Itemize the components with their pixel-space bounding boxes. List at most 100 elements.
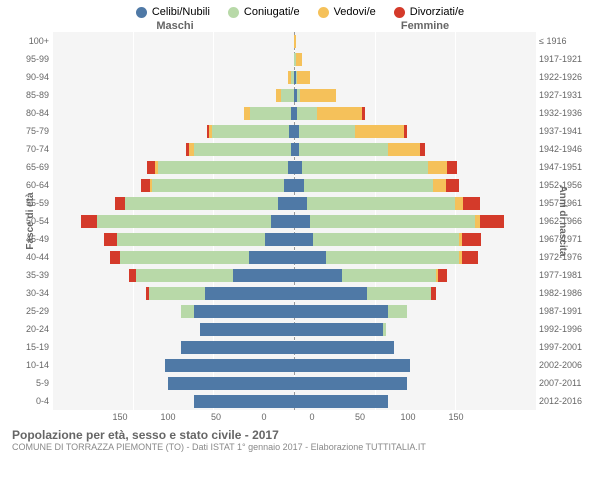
male-bar xyxy=(52,374,294,392)
bar-segment xyxy=(428,161,447,174)
legend-swatch xyxy=(136,7,147,18)
bar-segment xyxy=(302,161,428,174)
age-label: 60-64 xyxy=(8,176,52,194)
legend-item: Vedovi/e xyxy=(318,6,376,18)
birth-year-label: 1997-2001 xyxy=(536,338,592,356)
age-row xyxy=(52,338,536,356)
legend-item: Coniugati/e xyxy=(228,6,300,18)
age-label: 85-89 xyxy=(8,86,52,104)
age-row xyxy=(52,194,536,212)
bar-segment xyxy=(299,143,388,156)
x-tick: 0 xyxy=(240,412,288,422)
female-bar xyxy=(294,212,536,230)
birth-year-label: 2007-2011 xyxy=(536,374,592,392)
bar-segment xyxy=(304,179,433,192)
x-tick: 100 xyxy=(384,412,432,422)
bar-segment xyxy=(97,215,271,228)
bar-segment xyxy=(480,215,504,228)
bar-segment xyxy=(265,233,294,246)
bar-segment xyxy=(299,125,355,138)
age-label: 75-79 xyxy=(8,122,52,140)
age-row xyxy=(52,302,536,320)
birth-year-label: 2012-2016 xyxy=(536,392,592,410)
chart-title: Popolazione per età, sesso e stato civil… xyxy=(12,428,588,442)
male-label: Maschi xyxy=(0,20,300,32)
male-bar xyxy=(52,176,294,194)
bar-segment xyxy=(462,233,481,246)
chart-footer: Popolazione per età, sesso e stato civil… xyxy=(0,422,600,452)
bar-segment xyxy=(281,89,294,102)
age-row xyxy=(52,104,536,122)
male-bar xyxy=(52,266,294,284)
bar-segment xyxy=(326,251,458,264)
bar-segment xyxy=(278,197,294,210)
bar-segment xyxy=(455,197,463,210)
male-bar xyxy=(52,122,294,140)
age-row xyxy=(52,68,536,86)
bar-segment xyxy=(297,107,316,120)
female-bar xyxy=(294,356,536,374)
age-label: 55-59 xyxy=(8,194,52,212)
bars-area xyxy=(52,32,536,410)
female-bar xyxy=(294,104,536,122)
bar-segment xyxy=(120,251,249,264)
female-bar xyxy=(294,392,536,410)
bar-segment xyxy=(249,251,294,264)
legend-label: Celibi/Nubili xyxy=(152,6,210,18)
bar-segment xyxy=(181,305,194,318)
bar-segment xyxy=(420,143,425,156)
age-row xyxy=(52,284,536,302)
legend-swatch xyxy=(228,7,239,18)
male-bar xyxy=(52,50,294,68)
birth-year-label: 1987-1991 xyxy=(536,302,592,320)
legend-item: Divorziati/e xyxy=(394,6,464,18)
age-label: 15-19 xyxy=(8,338,52,356)
bar-segment xyxy=(284,179,294,192)
bar-segment xyxy=(149,287,205,300)
legend: Celibi/Nubili Coniugati/e Vedovi/e Divorzia… xyxy=(0,0,600,20)
birth-year-label: 1977-1981 xyxy=(536,266,592,284)
female-bar xyxy=(294,284,536,302)
male-bar xyxy=(52,230,294,248)
bar-segment xyxy=(233,269,294,282)
male-bar xyxy=(52,338,294,356)
x-tick: 150 xyxy=(432,412,480,422)
male-bar xyxy=(52,356,294,374)
bar-segment xyxy=(294,341,394,354)
bar-segment xyxy=(294,269,342,282)
bar-segment xyxy=(294,35,296,48)
female-bar xyxy=(294,266,536,284)
bar-segment xyxy=(294,215,310,228)
bar-segment xyxy=(438,269,448,282)
female-bar xyxy=(294,32,536,50)
female-bar xyxy=(294,338,536,356)
age-row xyxy=(52,50,536,68)
age-label: 20-24 xyxy=(8,320,52,338)
bar-segment xyxy=(294,377,407,390)
age-row xyxy=(52,158,536,176)
male-bar xyxy=(52,194,294,212)
bar-segment xyxy=(271,215,294,228)
birth-year-label: 1957-1961 xyxy=(536,194,592,212)
x-axis: 050100150 050100150 xyxy=(0,410,600,422)
legend-swatch xyxy=(318,7,329,18)
age-row xyxy=(52,266,536,284)
birth-year-label: 1962-1966 xyxy=(536,212,592,230)
age-label: 5-9 xyxy=(8,374,52,392)
bar-segment xyxy=(431,287,436,300)
bar-segment xyxy=(104,233,117,246)
birth-year-label: 1922-1926 xyxy=(536,68,592,86)
bar-segment xyxy=(342,269,436,282)
female-bar xyxy=(294,248,536,266)
birth-year-label: 1967-1971 xyxy=(536,230,592,248)
gridline xyxy=(536,32,537,410)
bar-segment xyxy=(294,251,326,264)
male-bar xyxy=(52,158,294,176)
age-axis: 100+95-9990-9485-8980-8475-7970-7465-696… xyxy=(8,32,52,410)
bar-segment xyxy=(125,197,278,210)
legend-item: Celibi/Nubili xyxy=(136,6,210,18)
age-label: 70-74 xyxy=(8,140,52,158)
birth-year-label: 1937-1941 xyxy=(536,122,592,140)
male-bar xyxy=(52,32,294,50)
bar-segment xyxy=(317,107,362,120)
